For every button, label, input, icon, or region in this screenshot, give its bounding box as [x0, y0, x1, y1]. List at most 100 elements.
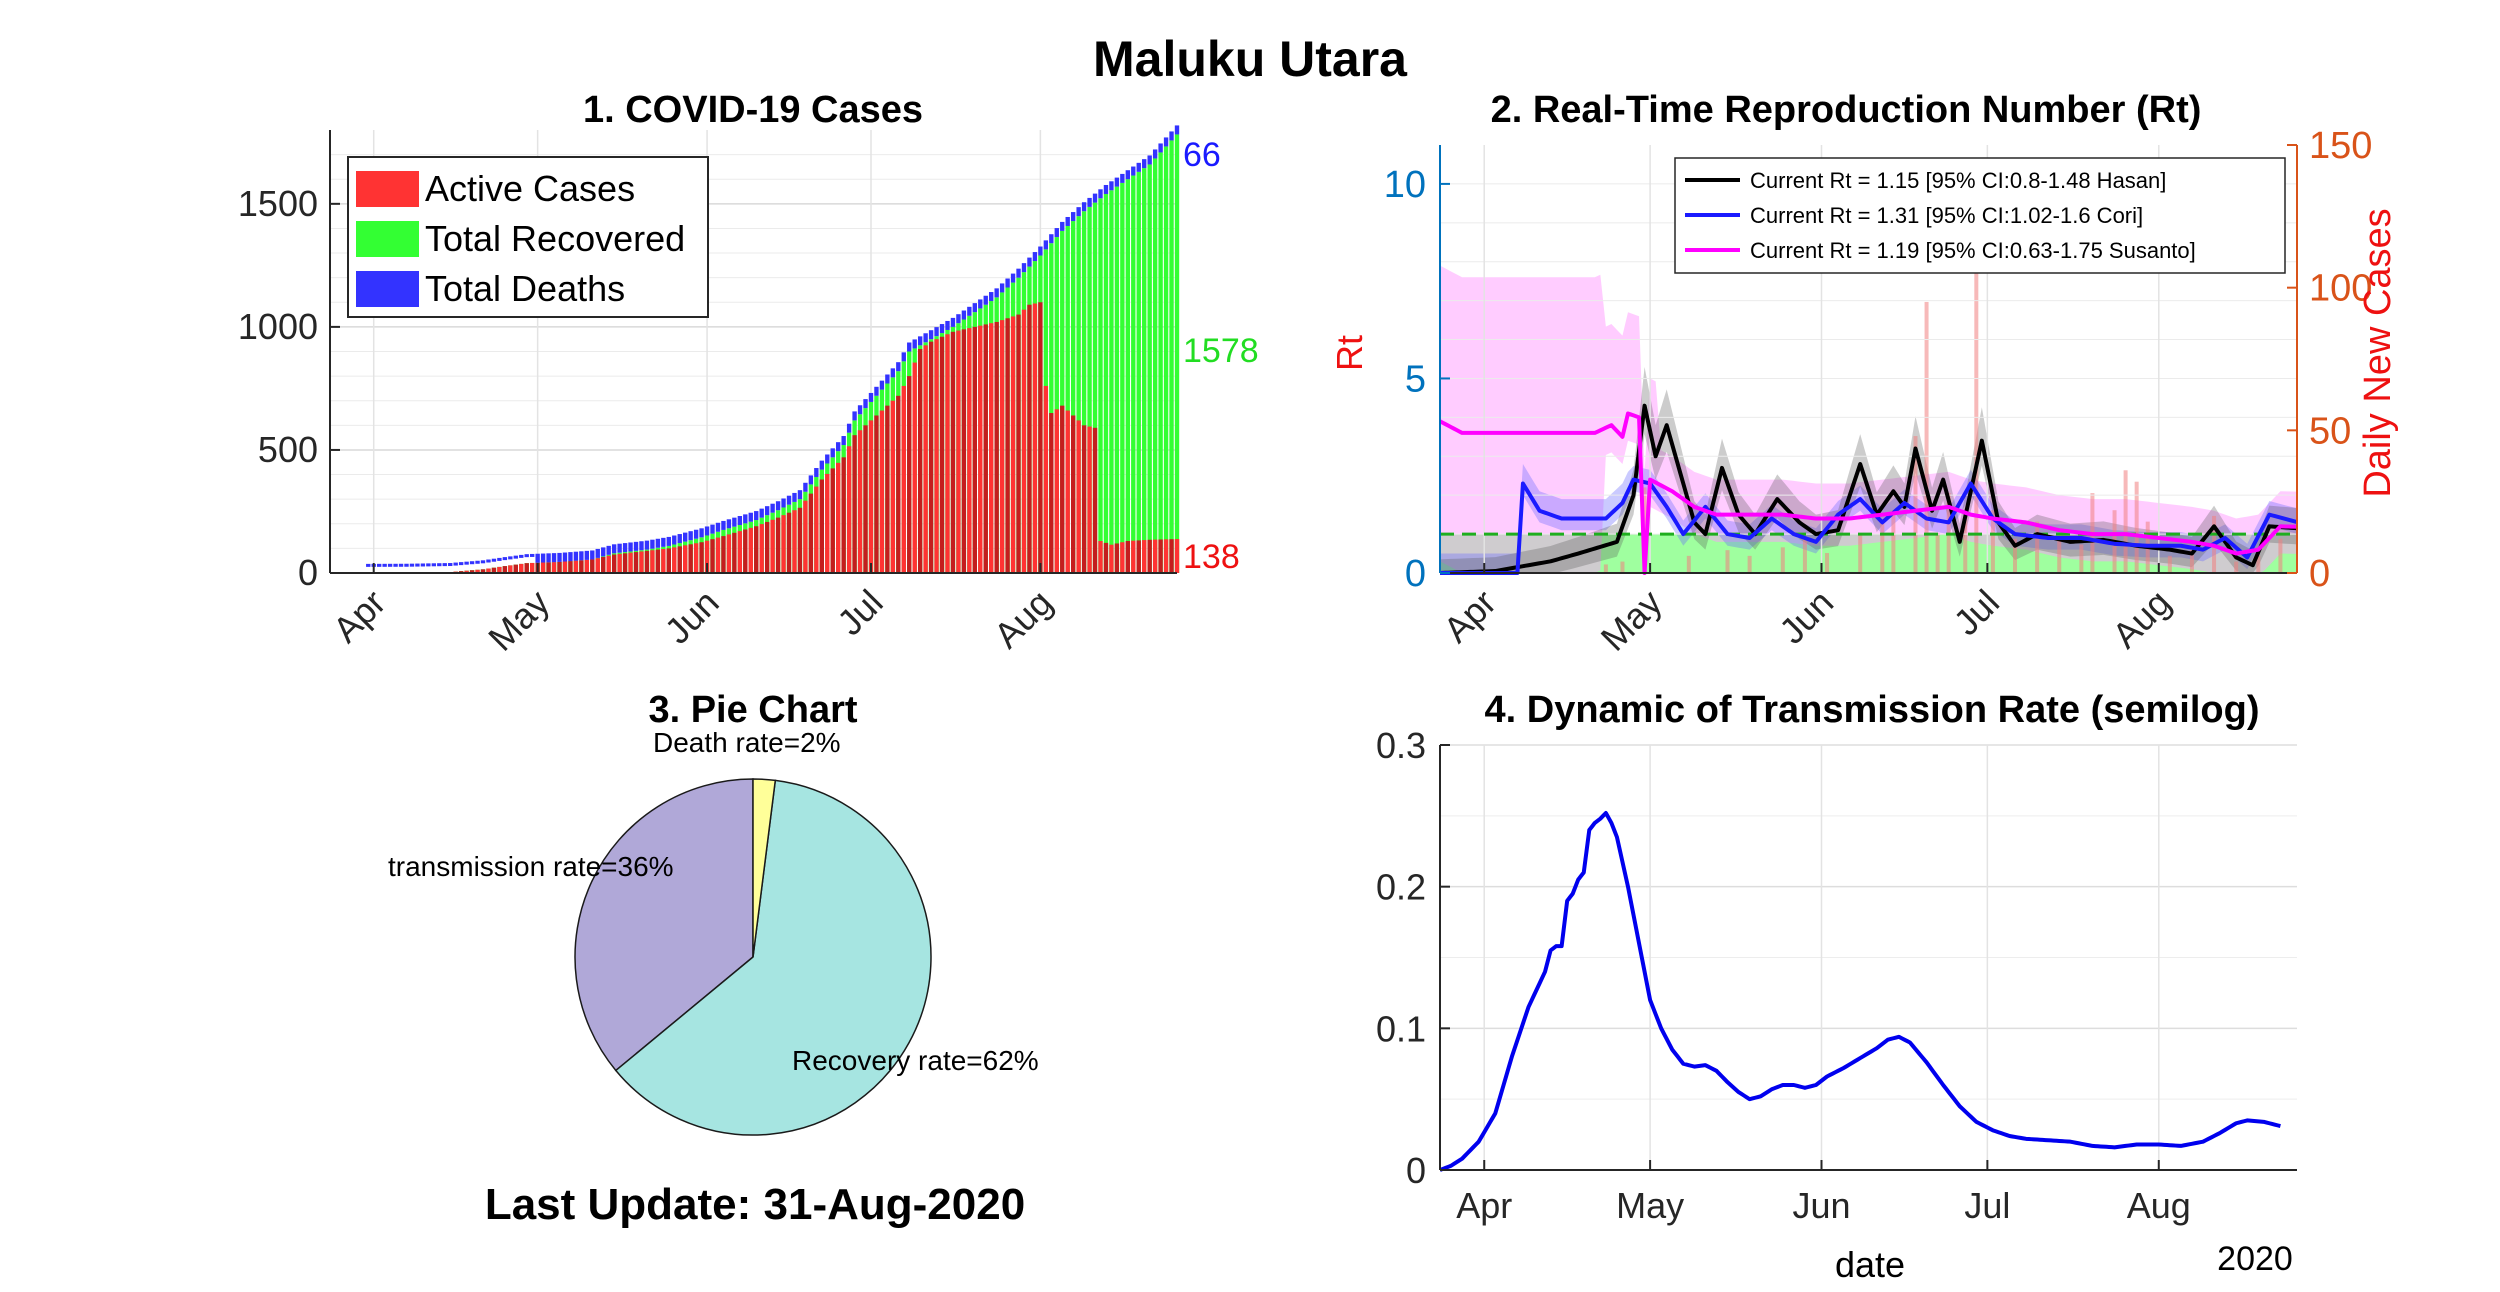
- bar-active: [530, 562, 535, 573]
- bar-active: [622, 553, 628, 573]
- bar-deaths: [764, 506, 770, 516]
- pie-label: Death rate=2%: [653, 727, 841, 758]
- end-label-deaths: 66: [1183, 136, 1221, 174]
- bar-deaths: [491, 558, 497, 562]
- legend-label: Total Recovered: [425, 218, 685, 259]
- x-tick-label: Apr: [325, 582, 394, 651]
- bar-deaths: [961, 310, 967, 320]
- bar-active: [606, 555, 611, 573]
- rt-legend: Current Rt = 1.15 [95% CI:0.8-1.48 Hasan…: [1674, 157, 2286, 274]
- bar-deaths: [595, 548, 600, 558]
- bar-deaths: [1032, 252, 1038, 262]
- bar-active: [475, 569, 480, 573]
- daily-case-bar: [2234, 561, 2239, 573]
- bar-deaths: [633, 541, 639, 551]
- bar-deaths: [928, 330, 934, 340]
- bar-deaths: [557, 552, 562, 562]
- daily-case-bar: [1802, 538, 1807, 573]
- bar-deaths: [1131, 166, 1136, 176]
- bar-active: [1092, 427, 1098, 573]
- bar-deaths: [404, 563, 409, 567]
- bar-deaths: [546, 553, 551, 563]
- bar-deaths: [841, 436, 846, 446]
- bar-deaths: [885, 374, 890, 384]
- bar-deaths: [453, 562, 458, 566]
- bar-deaths: [989, 292, 994, 302]
- bar-deaths: [704, 526, 710, 536]
- bar-active: [611, 554, 617, 573]
- bar-deaths: [1076, 207, 1081, 217]
- bar-active: [1114, 543, 1120, 573]
- legend-swatch: [356, 171, 419, 207]
- bar-deaths: [366, 563, 371, 567]
- bar-deaths: [1163, 137, 1169, 147]
- rt-ylabel-right: Daily New Cases: [2357, 208, 2399, 497]
- bar-active: [879, 410, 885, 573]
- bar-deaths: [907, 342, 912, 352]
- bar-active: [1010, 316, 1016, 573]
- bar-deaths: [519, 554, 524, 558]
- bar-deaths: [376, 563, 382, 567]
- y-tick-label: 0: [1406, 1150, 1426, 1191]
- hasan-ci-band: [1440, 366, 2297, 573]
- bar-deaths: [978, 299, 983, 309]
- bar-active: [819, 479, 824, 573]
- x-tick-label: May: [1616, 1185, 1684, 1226]
- bar-deaths: [628, 542, 633, 552]
- bar-deaths: [863, 399, 868, 409]
- bar-deaths: [573, 551, 579, 561]
- x-tick-label: Apr: [1456, 1185, 1512, 1226]
- x-tick-label: Jun: [657, 582, 727, 652]
- bar-active: [994, 321, 999, 573]
- bar-active: [841, 457, 846, 573]
- pie-slice: [752, 778, 777, 958]
- legend-label: Current Rt = 1.31 [95% CI:1.02-1.6 Cori]: [1750, 203, 2143, 228]
- x-tick-label: May: [1593, 582, 1670, 659]
- cases-legend: Active Cases Total Recovered Total Deaths: [347, 156, 709, 318]
- bar-deaths: [650, 539, 655, 549]
- bar-recovered: [1060, 230, 1065, 573]
- bar-recovered: [1131, 175, 1136, 573]
- bar-active: [644, 550, 650, 573]
- bar-recovered: [1114, 186, 1120, 573]
- bar-active: [1098, 541, 1103, 573]
- bar-deaths: [748, 512, 753, 522]
- bar-deaths: [1065, 216, 1070, 226]
- bar-active: [699, 542, 704, 573]
- bar-active: [1131, 540, 1136, 573]
- bar-deaths: [688, 531, 693, 541]
- bar-recovered: [1120, 182, 1125, 574]
- bar-active: [961, 329, 967, 573]
- bar-active: [1142, 540, 1147, 573]
- bar-active: [972, 326, 977, 573]
- bar-deaths: [1049, 234, 1054, 244]
- bar-deaths: [879, 380, 885, 390]
- bar-active: [852, 435, 857, 573]
- bar-active: [896, 395, 901, 573]
- bar-active: [524, 563, 529, 573]
- bar-active: [551, 562, 557, 573]
- bar-active: [677, 546, 682, 573]
- bar-active: [1027, 304, 1032, 573]
- daily-case-bar: [2278, 538, 2283, 573]
- bar-deaths: [808, 475, 814, 485]
- daily-case-bar: [1974, 202, 1979, 574]
- bar-deaths: [398, 563, 404, 567]
- bar-deaths: [568, 552, 573, 562]
- bar-active: [704, 540, 710, 573]
- bar-active: [863, 425, 868, 573]
- rt-series-line: [1439, 411, 2298, 575]
- bar-recovered: [1147, 164, 1152, 573]
- bar-active: [967, 328, 972, 573]
- bar-active: [732, 532, 737, 573]
- bar-active: [639, 551, 644, 573]
- daily-case-bar: [1620, 561, 1625, 573]
- bar-recovered: [1070, 221, 1076, 574]
- y-tick-label: 5: [1405, 358, 1426, 400]
- bar-active: [1158, 539, 1163, 573]
- bar-deaths: [448, 563, 453, 567]
- bar-recovered: [1174, 134, 1180, 573]
- bar-deaths: [1142, 159, 1147, 169]
- bar-deaths: [901, 352, 906, 362]
- bar-deaths: [606, 545, 611, 555]
